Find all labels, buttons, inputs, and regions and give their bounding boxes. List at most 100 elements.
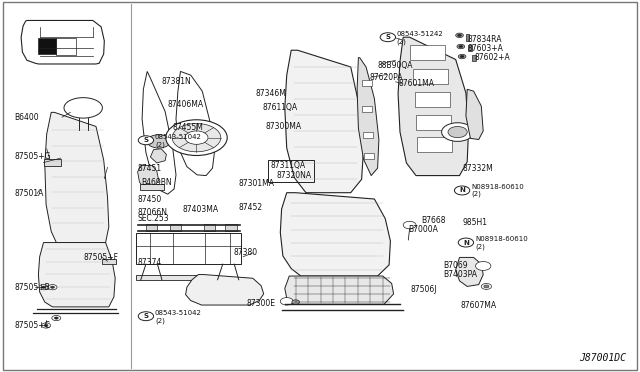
Bar [416,115,451,130]
Text: B7668: B7668 [421,216,445,225]
Circle shape [44,324,48,327]
Bar [56,38,76,55]
Polygon shape [21,20,104,64]
Text: (2): (2) [155,141,164,148]
Circle shape [458,54,466,59]
Text: 87320NA: 87320NA [276,171,312,180]
Text: N08918-60610: N08918-60610 [475,236,527,242]
Circle shape [147,135,170,148]
Text: B6400: B6400 [14,113,38,122]
Text: 87381N: 87381N [161,77,191,86]
Text: N08918-60610: N08918-60610 [471,184,524,190]
Text: (2): (2) [155,317,164,324]
Polygon shape [398,37,468,176]
Text: (2): (2) [475,243,484,250]
Bar [140,184,164,190]
Polygon shape [466,89,483,140]
Circle shape [476,262,491,270]
Text: S: S [143,313,148,319]
Circle shape [42,323,51,328]
Circle shape [52,315,61,321]
Circle shape [166,120,227,155]
Bar [410,45,445,60]
Polygon shape [357,58,379,176]
Text: 87332M: 87332M [462,164,493,173]
Text: S: S [385,34,390,40]
Text: B469BN: B469BN [141,178,172,187]
Text: 87601MA: 87601MA [398,79,434,88]
Bar [363,132,373,138]
Polygon shape [138,166,159,188]
Circle shape [185,131,208,144]
Circle shape [460,55,464,58]
Circle shape [138,312,154,321]
Circle shape [459,45,463,48]
Text: 87501A: 87501A [14,189,44,198]
Polygon shape [280,193,390,276]
Bar [415,92,450,107]
Text: 87602+A: 87602+A [475,53,511,62]
Bar [362,106,372,112]
Circle shape [484,285,489,288]
Bar [472,55,476,61]
Bar [466,34,469,41]
Bar [364,153,374,159]
Text: 87506J: 87506J [411,285,437,294]
Circle shape [456,33,463,38]
Text: 87450: 87450 [138,195,162,203]
Text: B7069: B7069 [443,262,467,270]
Text: 08543-51042: 08543-51042 [155,310,202,316]
Bar [468,45,472,51]
Text: 88B90QA: 88B90QA [378,61,413,70]
Text: SEC.253: SEC.253 [138,214,169,223]
Text: 87505+F: 87505+F [83,253,118,262]
Polygon shape [285,50,364,193]
Circle shape [458,238,474,247]
Circle shape [403,221,416,229]
Circle shape [481,283,492,289]
Text: N: N [463,240,469,246]
Bar [170,224,181,231]
Text: 87834RA: 87834RA [467,35,502,44]
Bar [146,224,157,231]
Text: 87403MA: 87403MA [182,205,218,214]
Text: 87406MA: 87406MA [168,100,204,109]
Bar [413,69,448,84]
Circle shape [380,33,396,42]
Text: 87611QA: 87611QA [262,103,298,112]
Circle shape [458,34,461,36]
Bar [44,159,61,166]
Text: 87505+B: 87505+B [14,283,50,292]
Polygon shape [176,71,214,176]
Bar [136,232,241,264]
Bar [204,224,215,231]
Text: 87607MA: 87607MA [461,301,497,310]
Circle shape [454,186,470,195]
Bar [268,160,314,182]
Text: 87346M: 87346M [256,89,287,97]
Text: 87311QA: 87311QA [270,161,305,170]
Text: 87374: 87374 [138,258,162,267]
Text: B7403PA: B7403PA [443,270,477,279]
Circle shape [138,136,154,145]
Text: (2): (2) [397,38,406,45]
Bar [362,80,372,86]
Text: 08543-51042: 08543-51042 [155,134,202,140]
Circle shape [48,285,57,290]
Text: 87451: 87451 [138,164,162,173]
Circle shape [39,285,48,290]
Text: 87505+C: 87505+C [14,321,50,330]
Circle shape [292,300,300,304]
Text: 08543-51242: 08543-51242 [397,31,444,37]
Text: (2): (2) [471,191,481,198]
Text: N: N [459,187,465,193]
Polygon shape [150,149,166,163]
Circle shape [54,317,58,319]
Circle shape [457,44,465,49]
Polygon shape [186,275,264,305]
Text: 87455M: 87455M [173,123,204,132]
Bar [417,137,452,152]
Text: 87300MA: 87300MA [266,122,301,131]
Text: 87066N: 87066N [138,208,168,217]
Polygon shape [38,243,115,307]
